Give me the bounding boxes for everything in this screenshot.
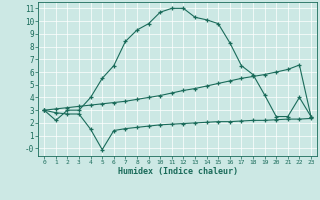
X-axis label: Humidex (Indice chaleur): Humidex (Indice chaleur): [118, 167, 238, 176]
